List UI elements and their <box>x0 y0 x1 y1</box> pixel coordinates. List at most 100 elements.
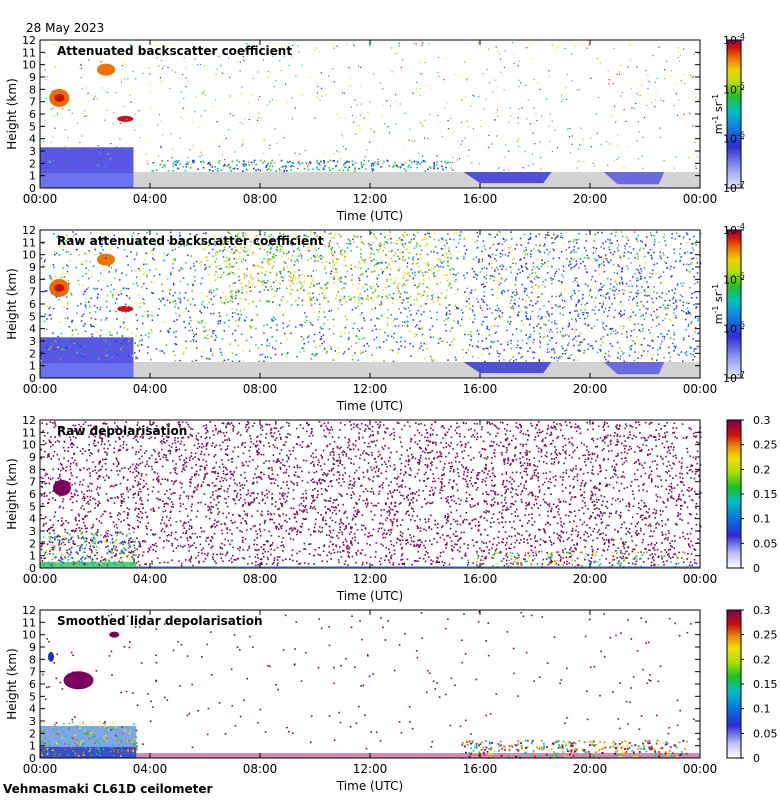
data-pixel <box>659 348 661 350</box>
data-pixel <box>259 354 262 356</box>
data-pixel <box>172 163 175 165</box>
data-pixel <box>671 289 673 292</box>
data-pixel <box>695 327 697 329</box>
data-pixel <box>199 262 201 265</box>
data-pixel <box>147 346 149 348</box>
data-pixel <box>413 238 415 240</box>
data-pixel <box>356 236 359 238</box>
data-pixel <box>54 66 56 68</box>
data-pixel <box>354 352 356 354</box>
data-pixel <box>360 161 362 164</box>
data-pixel <box>271 255 274 258</box>
data-pixel <box>534 276 536 278</box>
data-pixel <box>57 335 59 338</box>
data-pixel <box>639 275 642 278</box>
data-pixel <box>672 302 675 305</box>
data-pixel <box>510 307 513 309</box>
data-pixel <box>315 456 317 458</box>
data-pixel <box>457 307 460 309</box>
data-pixel <box>421 333 424 336</box>
data-pixel <box>367 111 369 114</box>
data-pixel <box>150 358 152 361</box>
data-pixel <box>224 159 226 161</box>
data-pixel <box>379 328 381 331</box>
data-pixel <box>529 274 531 276</box>
data-pixel <box>543 530 546 533</box>
data-pixel <box>200 160 202 163</box>
data-pixel <box>634 351 636 353</box>
data-pixel <box>466 287 468 290</box>
data-pixel <box>325 296 327 299</box>
data-pixel <box>628 553 630 556</box>
data-pixel <box>407 301 409 303</box>
data-pixel <box>65 240 67 242</box>
data-pixel <box>266 104 268 106</box>
data-pixel <box>590 490 593 493</box>
data-pixel <box>107 153 109 155</box>
data-pixel <box>371 308 373 310</box>
data-pixel <box>515 279 517 281</box>
data-pixel <box>290 168 292 171</box>
data-pixel <box>360 253 362 255</box>
data-pixel <box>651 360 654 362</box>
data-pixel <box>189 326 192 328</box>
data-pixel <box>382 523 384 525</box>
data-pixel <box>561 274 563 276</box>
data-pixel <box>399 103 401 105</box>
data-pixel <box>345 540 348 543</box>
data-pixel <box>188 546 191 549</box>
data-pixel <box>481 298 483 300</box>
data-pixel <box>207 163 209 165</box>
data-pixel <box>639 330 641 332</box>
data-pixel <box>660 333 662 335</box>
data-pixel <box>417 161 420 164</box>
data-pixel <box>503 349 505 351</box>
data-pixel <box>470 105 472 107</box>
data-pixel <box>344 300 347 303</box>
data-pixel <box>162 321 165 323</box>
data-pixel <box>217 320 219 323</box>
data-pixel <box>210 237 213 240</box>
data-pixel <box>543 323 546 326</box>
data-pixel <box>644 294 646 297</box>
data-pixel <box>693 53 695 56</box>
data-pixel <box>87 287 90 289</box>
data-pixel <box>424 540 427 542</box>
data-pixel <box>333 359 336 361</box>
data-pixel <box>286 338 288 340</box>
data-pixel <box>207 273 210 276</box>
data-pixel <box>623 325 625 328</box>
data-pixel <box>150 281 153 283</box>
data-pixel <box>163 505 165 508</box>
data-pixel <box>620 310 622 312</box>
data-pixel <box>524 290 526 292</box>
data-pixel <box>618 289 620 292</box>
data-pixel <box>580 303 583 306</box>
data-pixel <box>539 318 542 320</box>
data-pixel <box>283 137 285 139</box>
data-pixel <box>420 294 423 297</box>
data-pixel <box>108 260 110 262</box>
data-pixel <box>269 258 271 260</box>
data-pixel <box>535 235 537 238</box>
data-pixel <box>449 161 452 164</box>
data-pixel <box>273 317 275 319</box>
data-pixel <box>205 329 207 332</box>
data-pixel <box>391 335 393 338</box>
data-pixel <box>561 281 563 284</box>
data-pixel <box>148 332 150 335</box>
data-pixel <box>665 244 667 247</box>
data-pixel <box>46 76 48 78</box>
data-pixel <box>296 259 298 261</box>
data-pixel <box>347 446 349 449</box>
data-pixel <box>447 359 449 361</box>
data-pixel <box>579 341 581 343</box>
data-pixel <box>683 113 685 115</box>
colorbar-unit-part: m <box>712 314 725 325</box>
data-pixel <box>127 239 130 242</box>
data-pixel <box>445 314 448 316</box>
data-pixel <box>492 294 494 296</box>
data-pixel <box>647 350 649 353</box>
data-pixel <box>245 50 247 52</box>
data-pixel <box>669 268 671 270</box>
